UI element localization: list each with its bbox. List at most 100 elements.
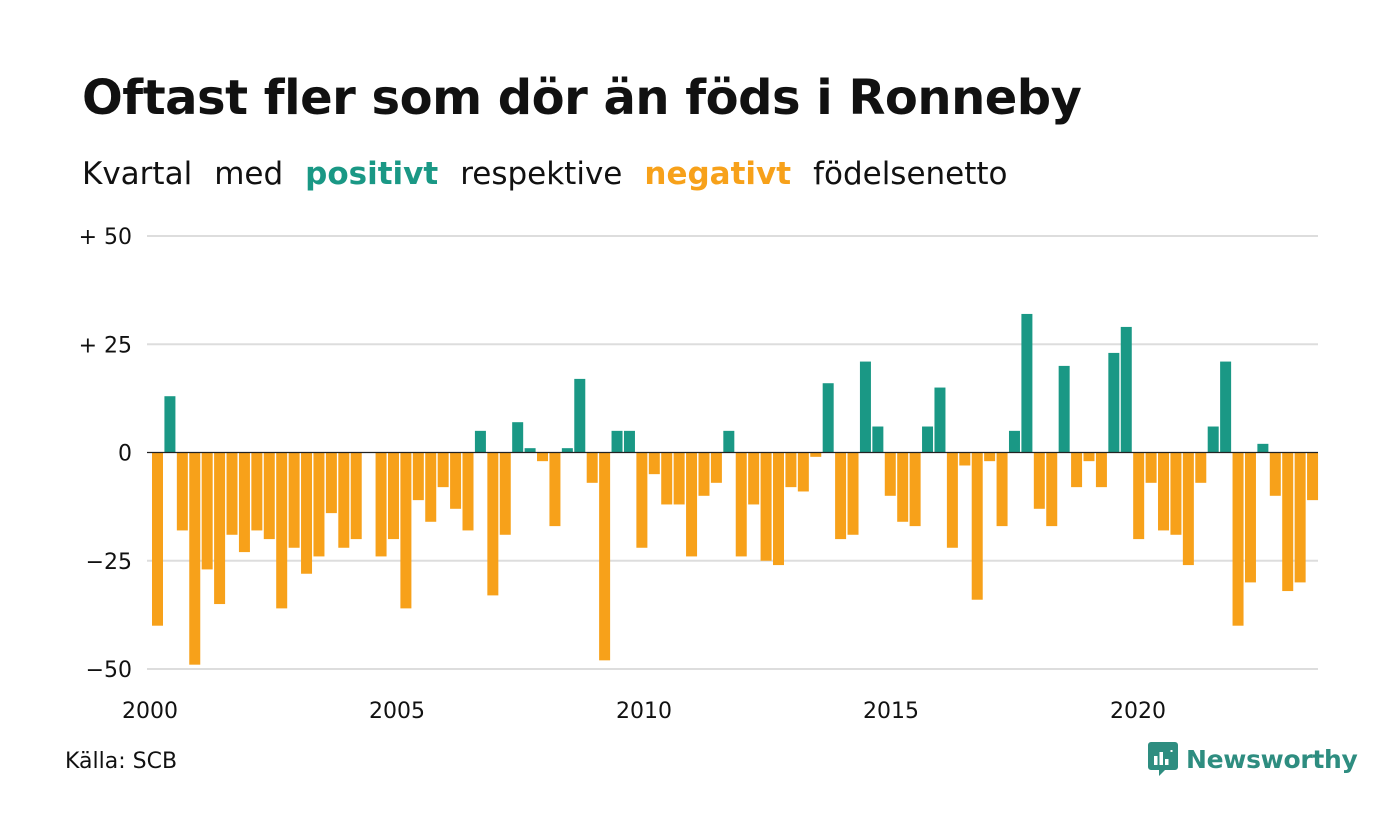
bar-negative (1083, 452, 1095, 462)
subtitle-word-kvartal: Kvartal (82, 156, 193, 192)
bar-negative (710, 452, 722, 483)
subtitle-word-respektive: respektive (460, 156, 623, 192)
bar-negative (996, 452, 1008, 527)
bar-negative (1145, 452, 1157, 483)
bar-negative (797, 452, 809, 492)
bar-positive (1008, 430, 1020, 453)
bar-positive (922, 426, 934, 453)
bars (152, 313, 1319, 665)
bar-negative (847, 452, 859, 535)
bar-positive (1120, 326, 1132, 453)
bar-positive (574, 378, 586, 453)
subtitle-word-fodelsenetto: födelsenetto (813, 156, 1008, 192)
newsworthy-logo-icon (1148, 742, 1178, 776)
bar-negative (686, 452, 698, 557)
newsworthy-logo[interactable]: Newsworthy (1148, 742, 1358, 776)
x-tick-label: 2015 (863, 699, 919, 724)
bar-negative (884, 452, 896, 496)
bar-negative (599, 452, 611, 661)
bar-negative (176, 452, 188, 531)
bar-negative (338, 452, 350, 548)
bar-positive (872, 426, 884, 453)
bar-negative (375, 452, 387, 557)
bar-positive (1021, 313, 1033, 453)
bar-negative (1282, 452, 1294, 592)
bar-negative (313, 452, 325, 557)
bar-negative (785, 452, 797, 488)
subtitle-positive-label: positivt (305, 156, 439, 192)
x-tick-label: 2020 (1110, 699, 1166, 724)
bar-negative (350, 452, 362, 540)
bar-negative (487, 452, 499, 596)
bar-negative (1294, 452, 1306, 583)
y-tick-label: + 25 (79, 333, 132, 358)
bar-negative (946, 452, 958, 548)
bar-negative (698, 452, 710, 496)
bar-negative (984, 452, 996, 462)
bar-negative (748, 452, 760, 505)
bar-positive (1207, 426, 1219, 453)
bar-negative (1307, 452, 1319, 501)
bar-negative (450, 452, 462, 509)
x-axis-tick-labels: 2000 2005 2010 2015 2020 (122, 699, 1166, 724)
bar-positive (822, 383, 834, 453)
bar-negative (437, 452, 449, 488)
bar-negative (201, 452, 213, 570)
bar-negative (1133, 452, 1145, 540)
bar-positive (723, 430, 735, 453)
bar-negative (760, 452, 772, 561)
y-tick-label: 0 (118, 442, 132, 467)
bar-negative (673, 452, 685, 505)
newsworthy-brand-name: Newsworthy (1186, 744, 1358, 774)
bar-negative (897, 452, 909, 522)
bar-negative (499, 452, 511, 535)
bar-negative (263, 452, 275, 540)
subtitle-word-med: med (214, 156, 284, 192)
bar-negative (1046, 452, 1058, 527)
y-axis-tick-labels: + 50 + 25 0 −25 −50 (79, 225, 132, 683)
bar-negative (152, 452, 163, 626)
bar-negative (810, 452, 822, 457)
bar-negative (301, 452, 313, 574)
bar-positive (1220, 361, 1232, 453)
bar-negative (773, 452, 784, 566)
bar-negative (1182, 452, 1194, 566)
bar-negative (636, 452, 648, 548)
bar-negative (1232, 452, 1244, 626)
bar-negative (971, 452, 983, 600)
bar-negative (1071, 452, 1083, 488)
source-label: Källa: SCB (65, 749, 178, 774)
bar-positive (859, 361, 871, 453)
bar-negative (537, 452, 549, 462)
bar-negative (214, 452, 226, 605)
bar-positive (934, 387, 946, 453)
bar-positive (1058, 365, 1070, 453)
bar-positive (561, 448, 573, 453)
bar-positive (623, 430, 635, 453)
bar-negative (648, 452, 660, 475)
x-tick-label: 2010 (616, 699, 672, 724)
bar-positive (474, 430, 486, 453)
chart-title: Oftast fler som dör än föds i Ronneby (82, 70, 1082, 126)
bar-negative (400, 452, 412, 609)
bar-negative (425, 452, 437, 522)
bar-negative (325, 452, 337, 514)
bar-negative (1033, 452, 1045, 509)
y-tick-label: −25 (86, 550, 132, 575)
bar-negative (835, 452, 847, 540)
bar-negative (1170, 452, 1182, 535)
bar-negative (189, 452, 201, 665)
bar-negative (1269, 452, 1281, 496)
bar-negative (959, 452, 971, 466)
x-tick-label: 2005 (369, 699, 425, 724)
bar-negative (412, 452, 424, 501)
bar-negative (1095, 452, 1107, 488)
bar-positive (1108, 352, 1120, 453)
y-tick-label: + 50 (79, 225, 132, 250)
y-tick-label: −50 (86, 658, 132, 683)
bar-positive (164, 396, 176, 453)
bar-negative (387, 452, 399, 540)
bar-negative (549, 452, 561, 527)
bar-negative (251, 452, 263, 531)
